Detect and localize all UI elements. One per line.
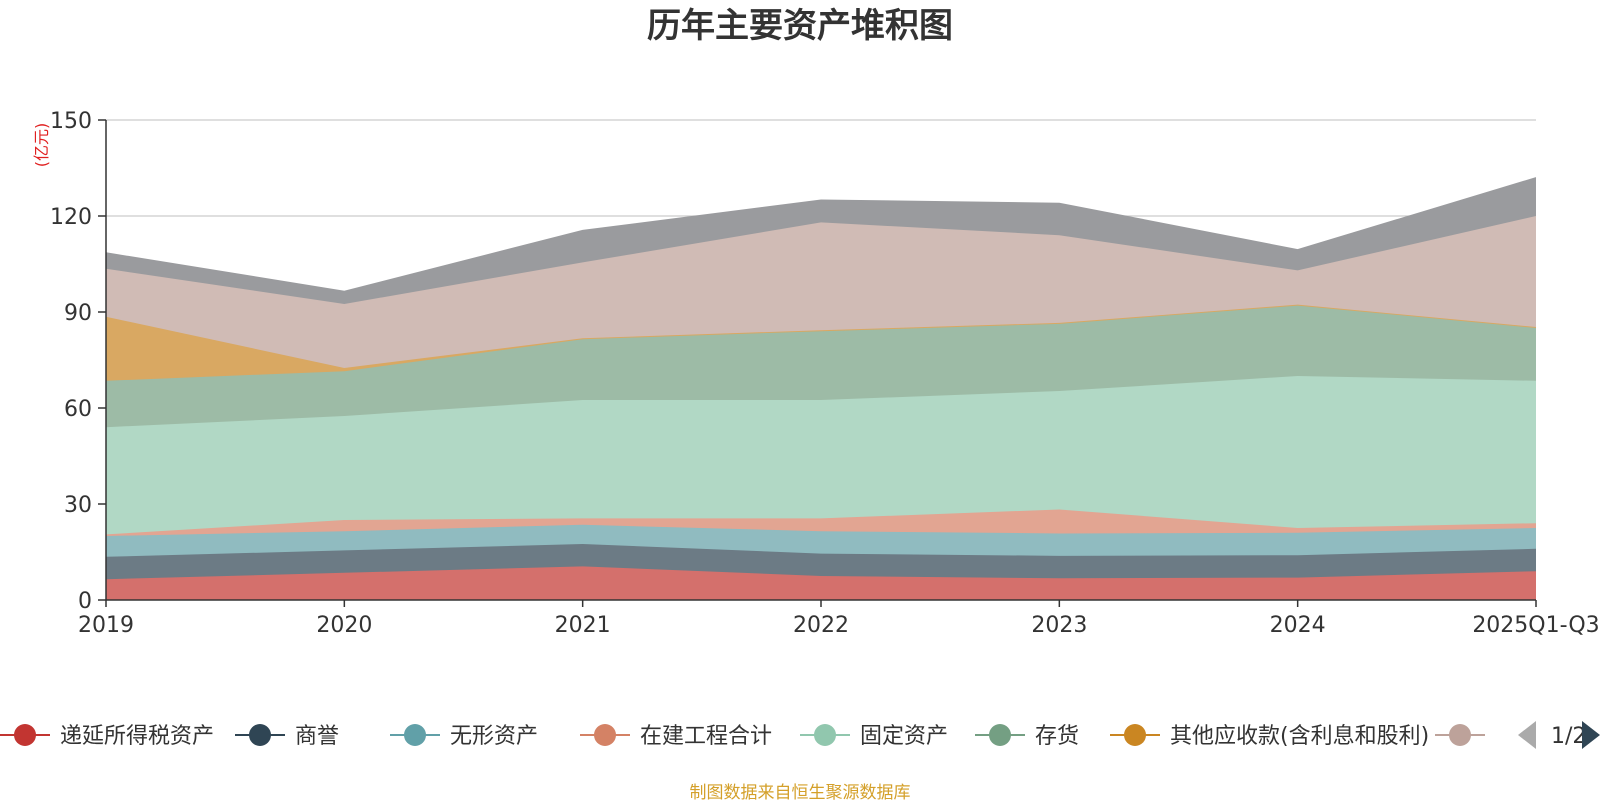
y-tick-label: 150 <box>50 109 92 134</box>
x-tick-label: 2022 <box>793 613 849 638</box>
area-递延所得税资产 <box>106 566 1536 600</box>
legend-label: 无形资产 <box>450 724 538 749</box>
legend-marker <box>1449 724 1471 746</box>
legend-prev-icon <box>1518 721 1536 749</box>
legend-marker <box>594 724 616 746</box>
y-tick-label: 30 <box>64 493 92 518</box>
y-tick-label: 120 <box>50 205 92 230</box>
x-tick-label: 2025Q1-Q3 <box>1472 613 1599 638</box>
legend-item: 商誉 <box>235 724 339 749</box>
legend-item: 递延所得税资产 <box>0 724 214 749</box>
chart-title: 历年主要资产堆积图 <box>647 6 953 46</box>
legend-marker <box>989 724 1011 746</box>
legend-marker <box>249 724 271 746</box>
legend-marker <box>814 724 836 746</box>
legend-label: 在建工程合计 <box>640 724 772 749</box>
legend-next-icon <box>1582 721 1600 749</box>
x-tick-label: 2024 <box>1270 613 1326 638</box>
legend-item: 无形资产 <box>390 724 538 749</box>
area-series <box>105 177 1537 600</box>
legend-item: 在建工程合计 <box>580 724 772 749</box>
legend-label: 商誉 <box>295 724 339 749</box>
y-tick-label: 0 <box>78 589 92 614</box>
legend-label: 递延所得税资产 <box>60 724 214 749</box>
x-tick-label: 2021 <box>555 613 611 638</box>
area-固定资产 <box>106 376 1536 535</box>
legend-item: 存货 <box>975 724 1079 749</box>
legend-label: 固定资产 <box>860 724 948 749</box>
legend-page-indicator: 1/2 <box>1551 724 1586 749</box>
axes: 0 30 60 90 120 150 2019 2020 2021 2022 2023 2024 202… <box>50 109 1600 638</box>
legend-label: 存货 <box>1035 724 1079 749</box>
area-在建工程合计 <box>106 509 1536 536</box>
legend: 递延所得税资产 商誉 无形资产 在建工程合计 固定资产 存货 其他应收款(含利息和股利) 1/… <box>0 721 1600 749</box>
legend-marker <box>14 724 36 746</box>
y-tick-label: 60 <box>64 397 92 422</box>
legend-marker <box>404 724 426 746</box>
x-tick-label: 2023 <box>1031 613 1087 638</box>
area-其他应收款(含利息和股利) <box>106 304 1536 381</box>
legend-marker <box>1124 724 1146 746</box>
area-无形资产 <box>106 524 1536 557</box>
area-edge-series-9 <box>105 177 1537 292</box>
area-存货 <box>106 305 1536 428</box>
area-series-8 <box>106 216 1536 368</box>
area-series-9 <box>106 177 1536 304</box>
x-tick-label: 2019 <box>78 613 134 638</box>
legend-item: 其他应收款(含利息和股利) <box>1110 724 1429 749</box>
x-tick-label: 2020 <box>316 613 372 638</box>
legend-item: 固定资产 <box>800 724 948 749</box>
legend-item <box>1435 724 1485 746</box>
y-tick-label: 90 <box>64 301 92 326</box>
legend-label: 其他应收款(含利息和股利) <box>1170 724 1429 749</box>
area-商誉 <box>106 544 1536 580</box>
data-source-footer: 制图数据来自恒生聚源数据库 <box>689 783 911 803</box>
y-axis-unit-label: (亿元) <box>32 123 51 168</box>
